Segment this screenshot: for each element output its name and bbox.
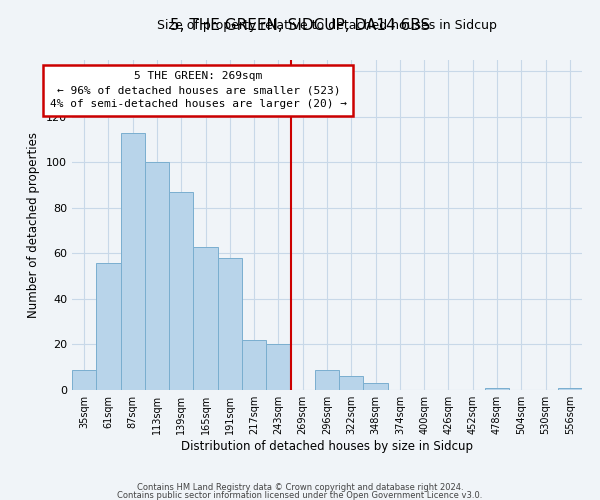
Bar	[96, 262, 121, 390]
X-axis label: Distribution of detached houses by size in Sidcup: Distribution of detached houses by size …	[181, 440, 473, 453]
Bar	[193, 246, 218, 390]
Bar	[145, 162, 169, 390]
Text: 5, THE GREEN, SIDCUP, DA14 6BS: 5, THE GREEN, SIDCUP, DA14 6BS	[170, 18, 430, 32]
Bar	[266, 344, 290, 390]
Text: Contains public sector information licensed under the Open Government Licence v3: Contains public sector information licen…	[118, 490, 482, 500]
Bar	[218, 258, 242, 390]
Title: Size of property relative to detached houses in Sidcup: Size of property relative to detached ho…	[157, 20, 497, 32]
Bar	[121, 133, 145, 390]
Bar	[72, 370, 96, 390]
Bar	[242, 340, 266, 390]
Bar	[315, 370, 339, 390]
Bar	[558, 388, 582, 390]
Bar	[169, 192, 193, 390]
Bar	[485, 388, 509, 390]
Text: Contains HM Land Registry data © Crown copyright and database right 2024.: Contains HM Land Registry data © Crown c…	[137, 483, 463, 492]
Bar	[364, 383, 388, 390]
Bar	[339, 376, 364, 390]
Y-axis label: Number of detached properties: Number of detached properties	[28, 132, 40, 318]
Text: 5 THE GREEN: 269sqm
← 96% of detached houses are smaller (523)
4% of semi-detach: 5 THE GREEN: 269sqm ← 96% of detached ho…	[50, 72, 347, 110]
